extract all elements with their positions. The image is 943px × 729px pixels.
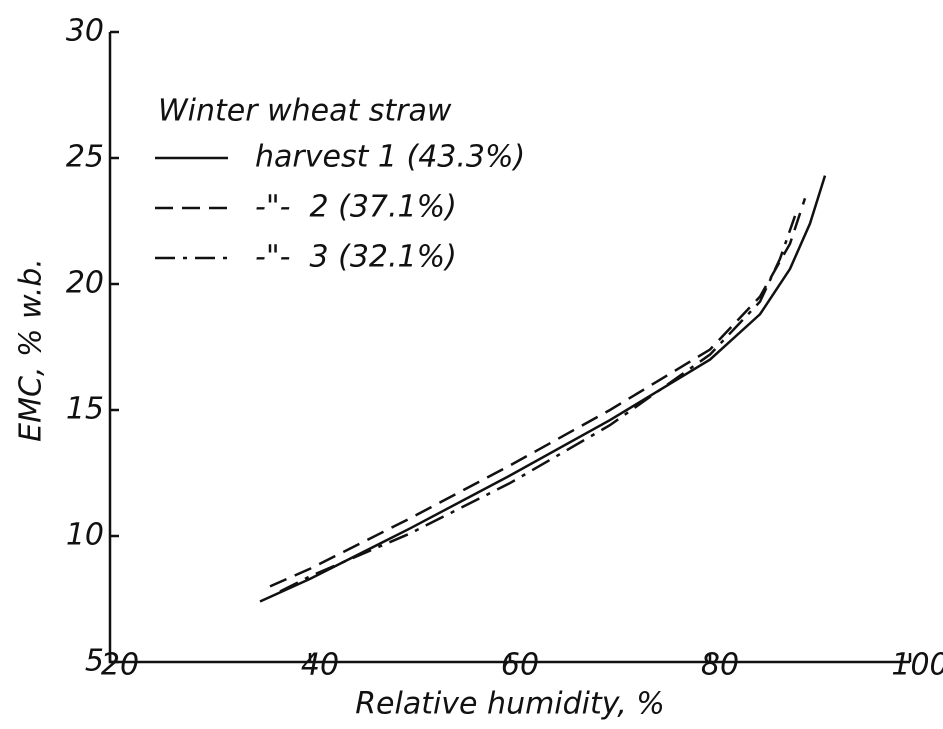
y-tick-label: 25	[66, 140, 104, 175]
x-axis-label: Relative humidity, %	[355, 687, 665, 722]
y-tick-label: 15	[66, 392, 104, 427]
y-axis-label: EMC, % w.b.	[14, 258, 49, 442]
legend-label: -"- 3 (32.1%)	[255, 240, 457, 275]
series-line	[269, 197, 807, 588]
x-tick-label: 100	[891, 648, 943, 683]
legend-label: harvest 1 (43.3%)	[255, 140, 525, 175]
x-tick-label: 80	[701, 648, 739, 683]
x-tick-label: 20	[101, 648, 139, 683]
y-tick-label: 10	[66, 518, 104, 553]
legend-label: -"- 2 (37.1%)	[255, 190, 457, 225]
legend-title: Winter wheat straw	[158, 94, 452, 129]
series-line	[279, 215, 797, 593]
y-tick-label: 20	[66, 266, 104, 301]
x-tick-label: 60	[501, 648, 539, 683]
x-tick-label: 40	[301, 648, 339, 683]
y-tick-label: 5	[85, 644, 104, 679]
y-tick-label: 30	[66, 14, 104, 49]
